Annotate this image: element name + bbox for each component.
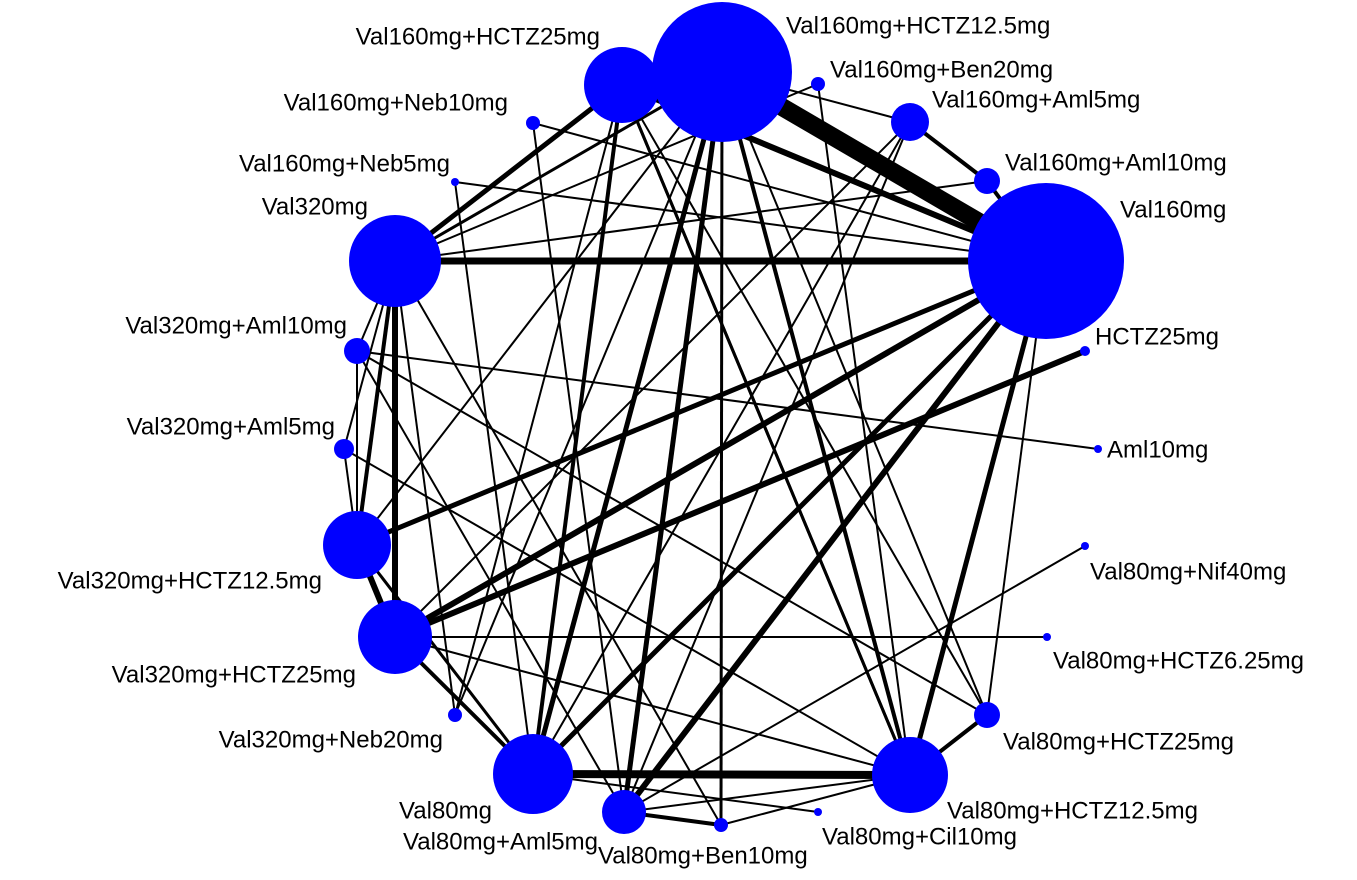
node	[493, 734, 573, 814]
edge	[394, 180, 988, 262]
node	[1043, 633, 1051, 641]
edge	[394, 260, 456, 716]
edge	[817, 83, 911, 776]
node-label: Val160mg+Aml10mg	[1005, 149, 1227, 176]
edge	[356, 350, 625, 813]
node	[344, 338, 370, 364]
edge	[621, 259, 1049, 814]
node	[652, 2, 792, 142]
node	[602, 790, 646, 834]
edge	[623, 545, 1086, 813]
node	[714, 818, 728, 832]
node-label: Val80mg	[399, 797, 492, 824]
edge	[621, 84, 988, 716]
node	[448, 708, 462, 722]
edge	[532, 122, 625, 813]
node-label: Val160mg+Aml5mg	[932, 86, 1140, 113]
edge	[356, 350, 1099, 450]
node	[814, 808, 822, 816]
node	[451, 178, 459, 186]
node-label: Val160mg	[1120, 196, 1226, 223]
node-label: HCTZ25mg	[1095, 323, 1219, 350]
edge	[623, 774, 911, 813]
edge	[532, 122, 1047, 262]
edge	[530, 71, 725, 775]
edge	[907, 260, 1049, 776]
edge	[621, 71, 725, 813]
edge	[720, 71, 912, 776]
node-label: Val160mg+Neb10mg	[284, 89, 508, 116]
node	[1094, 445, 1102, 453]
node-label: Val320mg+HCTZ12.5mg	[58, 567, 322, 594]
edge	[721, 71, 988, 716]
labels: Val160mg+HCTZ12.5mg Val160mg+HCTZ25mg Val1…	[58, 12, 1304, 869]
node-label: Val80mg+HCTZ25mg	[1003, 728, 1234, 755]
node-label: Val160mg+Ben20mg	[830, 56, 1053, 83]
edge	[355, 260, 397, 546]
node	[584, 47, 660, 123]
node-label: Aml10mg	[1107, 436, 1208, 463]
node	[1080, 346, 1090, 356]
node-label: Val160mg+HCTZ25mg	[356, 23, 600, 50]
node	[334, 439, 354, 459]
edge	[356, 258, 1047, 548]
node	[968, 183, 1124, 339]
node	[526, 116, 540, 130]
edge	[393, 83, 624, 263]
edge	[394, 121, 911, 638]
edge	[454, 71, 723, 716]
node-label: Val160mg+HCTZ12.5mg	[786, 12, 1050, 39]
node	[974, 168, 1000, 194]
node	[323, 511, 391, 579]
edge	[355, 544, 535, 775]
edge	[719, 71, 724, 826]
edge	[620, 84, 912, 776]
edge	[531, 84, 624, 775]
node-label: Val80mg+Ben10mg	[598, 842, 808, 869]
node	[974, 702, 1000, 728]
node	[811, 77, 825, 91]
node	[1081, 542, 1089, 550]
node	[891, 103, 929, 141]
node-label: Val160mg+Neb5mg	[239, 150, 450, 177]
node	[349, 215, 441, 307]
edge	[454, 84, 623, 716]
nodes	[323, 2, 1124, 834]
edge	[394, 636, 911, 776]
node-label: Val320mg+Aml10mg	[125, 312, 347, 339]
node-label: Val320mg	[262, 193, 368, 220]
edge	[393, 348, 1087, 640]
node-label: Val80mg+Cil10mg	[822, 823, 1017, 850]
node-label: Val320mg+Aml5mg	[127, 413, 335, 440]
edges	[343, 64, 1099, 827]
edge	[531, 259, 1048, 776]
edge	[394, 260, 722, 826]
edge	[356, 350, 988, 716]
node-label: Val320mg+Neb20mg	[219, 726, 443, 753]
node-label: Val80mg+Aml5mg	[403, 828, 598, 855]
edge	[623, 121, 911, 813]
edge	[454, 181, 534, 775]
node-label: Val80mg+Nif40mg	[1090, 558, 1286, 585]
node-label: Val80mg+HCTZ6.25mg	[1053, 647, 1304, 674]
node-label: Val320mg+HCTZ25mg	[112, 661, 356, 688]
node	[358, 600, 432, 674]
node	[872, 737, 948, 813]
node-label: Val80mg+HCTZ12.5mg	[947, 797, 1198, 824]
edge	[532, 773, 819, 813]
